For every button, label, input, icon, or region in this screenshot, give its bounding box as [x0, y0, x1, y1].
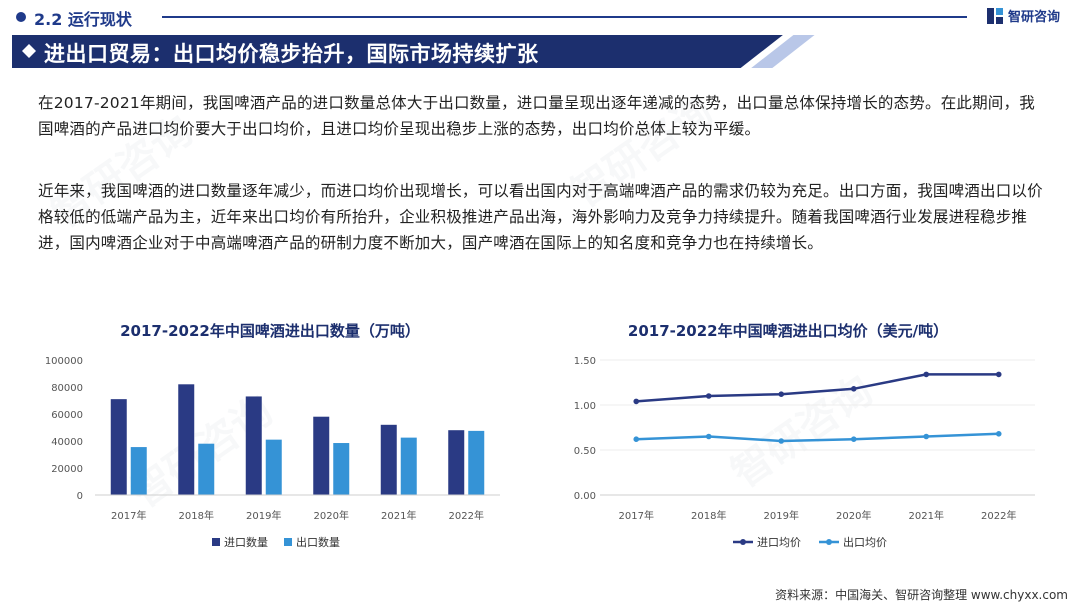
line-chart-price: 0.00 0.50 1.00 1.50 2017年 2018年 2019年 2020年 2021… — [574, 356, 1035, 549]
legend-swatch — [284, 538, 292, 546]
bullet-icon — [16, 12, 26, 22]
legend-label: 出口数量 — [296, 535, 340, 549]
paragraph: 在2017-2021年期间，我国啤酒产品的进口数量总体大于出口数量，进口量呈现出… — [38, 94, 1035, 138]
legend-marker — [740, 539, 746, 545]
section-header: 2.2 运行现状 智研咨询 — [0, 0, 1080, 34]
bar — [265, 439, 282, 495]
data-point — [705, 393, 712, 399]
bar — [313, 416, 330, 495]
bar — [178, 384, 195, 495]
y-tick-label: 1.00 — [574, 401, 596, 412]
legend-swatch — [212, 538, 220, 546]
section-title: 2.2 运行现状 — [34, 10, 132, 29]
y-tick-label: 80000 — [51, 383, 83, 394]
legend-marker — [826, 539, 832, 545]
chart-title: 2017-2022年中国啤酒进出口均价（美元/吨） — [627, 322, 949, 340]
banner-title: 进出口贸易：出口均价稳步抬升，国际市场持续扩张 — [44, 42, 539, 66]
bar — [333, 443, 350, 495]
bar — [130, 447, 147, 495]
data-point — [850, 386, 857, 392]
data-point — [778, 391, 785, 398]
bar-chart-volume: 0 20000 40000 60000 80000 100000 2017年 2018年 201… — [45, 356, 500, 549]
divider — [162, 16, 967, 18]
data-point — [850, 436, 857, 443]
y-tick-label: 1.50 — [574, 356, 596, 367]
data-point — [923, 371, 930, 378]
y-tick-label: 40000 — [51, 437, 83, 448]
bar — [448, 430, 465, 495]
series-line — [636, 373, 999, 403]
bar — [380, 424, 397, 495]
x-tick-label: 2021年 — [381, 509, 416, 522]
y-tick-label: 20000 — [51, 464, 83, 475]
brand-logo: 智研咨询 — [986, 6, 1060, 25]
data-point — [995, 371, 1002, 378]
x-tick-label: 2019年 — [246, 509, 281, 522]
chart-title: 2017-2022年中国啤酒进出口数量（万吨） — [120, 322, 420, 340]
data-point — [633, 436, 640, 443]
logo-text: 智研咨询 — [1008, 10, 1061, 25]
legend-label: 进口数量 — [224, 536, 268, 549]
paragraph: 近年来，我国啤酒的进口数量逐年减少，而进口均价出现增长，可以看出国内对于高端啤酒… — [38, 182, 1043, 252]
y-tick-label: 60000 — [51, 410, 83, 421]
data-point — [923, 433, 930, 440]
bar — [110, 399, 127, 495]
x-tick-label: 2018年 — [179, 509, 214, 522]
x-tick-label: 2017年 — [111, 509, 146, 522]
legend-label: 出口均价 — [843, 535, 887, 549]
x-tick-label: 2022年 — [449, 509, 484, 522]
x-tick-label: 2020年 — [836, 509, 871, 522]
y-tick-label: 100000 — [45, 356, 83, 367]
bar — [198, 443, 215, 495]
x-tick-label: 2018年 — [691, 509, 726, 522]
y-tick-label: 0.00 — [574, 491, 596, 502]
source-note: 资料来源：中国海关、智研咨询整理 www.chyxx.com — [775, 588, 1068, 602]
x-tick-label: 2017年 — [619, 509, 654, 522]
legend-label: 进口均价 — [757, 536, 801, 549]
y-tick-label: 0.50 — [574, 446, 596, 457]
data-point — [705, 433, 712, 440]
x-tick-label: 2021年 — [909, 509, 944, 522]
data-point — [633, 398, 640, 405]
diamond-icon — [22, 44, 36, 58]
data-point — [778, 438, 785, 444]
bar — [400, 437, 417, 495]
logo-icon — [987, 7, 1003, 24]
x-tick-label: 2019年 — [764, 509, 799, 522]
x-tick-label: 2022年 — [981, 509, 1016, 522]
x-tick-label: 2020年 — [314, 509, 349, 522]
bar — [245, 396, 262, 495]
bar — [468, 430, 485, 495]
data-point — [995, 431, 1002, 437]
y-tick-label: 0 — [77, 491, 83, 502]
title-banner — [12, 35, 783, 68]
series-line — [636, 432, 999, 443]
